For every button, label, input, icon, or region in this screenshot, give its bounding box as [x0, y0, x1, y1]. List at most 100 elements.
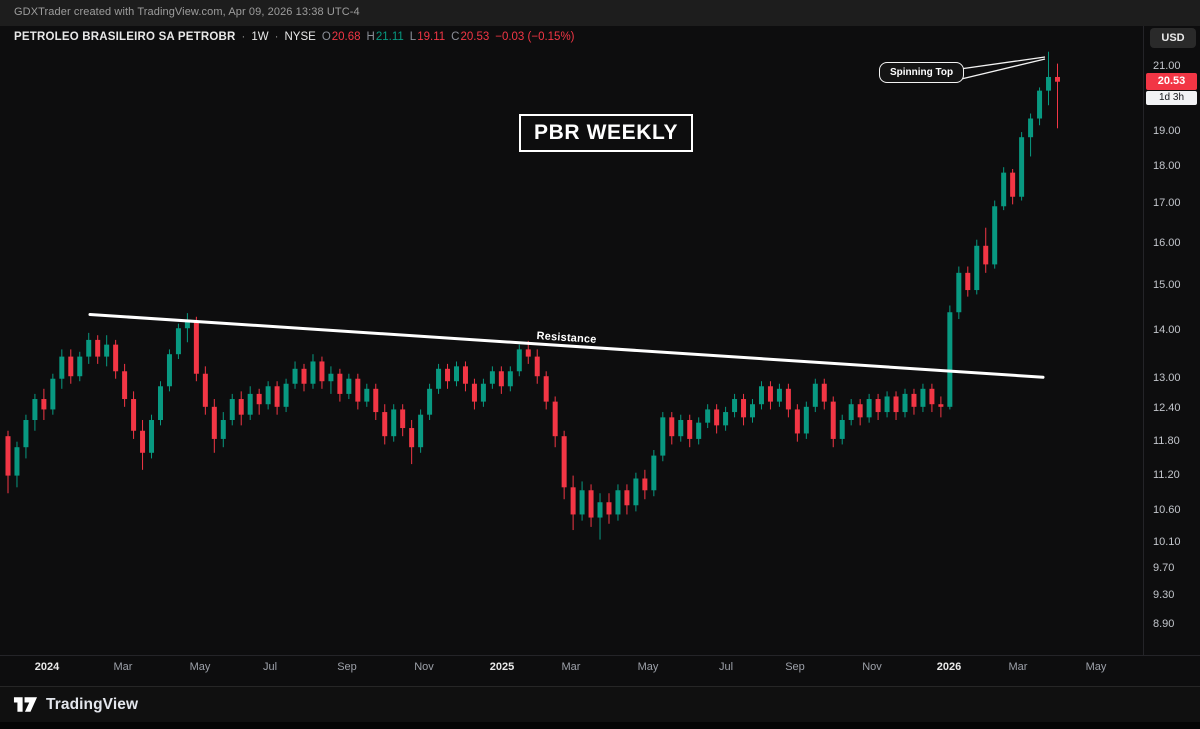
candle	[59, 349, 65, 389]
tradingview-wordmark[interactable]: TradingView	[46, 695, 139, 713]
candle	[283, 378, 289, 413]
candle	[552, 396, 558, 448]
time-tick-label: Nov	[414, 661, 434, 673]
candle	[454, 361, 459, 387]
candle	[579, 481, 585, 521]
candle	[489, 366, 495, 389]
price-tick-label: 19.00	[1153, 125, 1181, 138]
price-tick-label: 16.00	[1153, 236, 1181, 249]
attribution-bar: GDXTrader created with TradingView.com, …	[0, 0, 1200, 26]
resistance-trendline[interactable]	[88, 313, 1045, 379]
candle	[157, 381, 163, 426]
candle	[14, 441, 20, 488]
candle	[714, 404, 720, 434]
spinning-top-callout[interactable]: Spinning Top	[879, 62, 965, 83]
time-tick-label: Mar	[113, 661, 133, 673]
symbol-header: PETROLEO BRASILEIRO SA PETROBR · 1W · NY…	[14, 31, 575, 43]
price-tick-label: 8.90	[1153, 618, 1175, 630]
current-price-label: 20.53	[1146, 72, 1197, 90]
candle	[758, 381, 764, 410]
candle	[86, 332, 92, 364]
time-tick-label: May	[637, 661, 659, 673]
candle	[965, 266, 971, 297]
separator-dot: ·	[274, 31, 279, 43]
candle	[50, 373, 56, 415]
chart-title-watermark[interactable]: PBR WEEKLY	[519, 114, 694, 152]
candle	[678, 414, 684, 442]
candle	[95, 335, 101, 364]
candle	[516, 344, 522, 377]
candle	[265, 381, 271, 410]
candle	[794, 404, 800, 442]
candle	[884, 391, 890, 418]
candle	[902, 388, 908, 418]
candle	[274, 381, 280, 415]
price-tick-label: 11.20	[1153, 468, 1180, 481]
candle	[893, 391, 899, 421]
candle	[920, 383, 926, 413]
candle	[660, 412, 666, 462]
candle	[1037, 87, 1043, 126]
price-tick-label: 21.00	[1153, 60, 1181, 72]
time-tick-label: 2024	[34, 661, 60, 673]
time-tick-label: Sep	[785, 661, 805, 673]
candle	[974, 239, 980, 295]
candle	[588, 484, 594, 527]
candle	[292, 361, 298, 389]
candle	[732, 393, 738, 418]
candle	[705, 404, 711, 429]
candle	[687, 414, 693, 448]
tradingview-logo-icon[interactable]	[13, 694, 38, 716]
candle	[723, 406, 729, 431]
candle	[202, 366, 208, 415]
candle	[1010, 169, 1016, 205]
interval-label[interactable]: 1W	[251, 31, 269, 43]
candle	[310, 354, 316, 389]
candle	[1054, 63, 1060, 129]
candle	[812, 378, 818, 413]
callout-pointer-line	[952, 58, 1046, 82]
candle	[839, 414, 845, 445]
candle	[382, 404, 388, 445]
candle	[149, 414, 155, 459]
candle	[956, 266, 962, 320]
price-tick-label: 17.00	[1153, 197, 1181, 210]
candle	[122, 363, 128, 407]
price-tick-label: 12.40	[1153, 402, 1181, 415]
candle	[803, 401, 809, 439]
ohlc-close: C20.53	[451, 31, 490, 43]
price-tick-label: 18.00	[1153, 160, 1181, 173]
candle	[498, 366, 504, 394]
candle	[238, 391, 244, 426]
attribution-text: GDXTrader created with TradingView.com, …	[14, 6, 360, 18]
time-tick-label: Mar	[561, 661, 581, 673]
candle	[750, 399, 756, 423]
candle	[301, 363, 307, 392]
candle	[983, 227, 989, 273]
candle	[543, 371, 549, 410]
candle	[175, 323, 181, 360]
candle	[938, 396, 944, 418]
candle	[606, 493, 612, 524]
candle	[848, 399, 854, 426]
candle	[597, 493, 603, 540]
candle	[462, 361, 468, 392]
time-scale[interactable]: 2024 Mar May Jul Sep Nov 2025 Mar May Jul Sep Nov 20…	[0, 655, 1200, 687]
price-tick-label: 13.00	[1153, 371, 1181, 384]
separator-dot: ·	[241, 31, 246, 43]
candle	[418, 409, 424, 453]
candle	[193, 316, 199, 382]
candle	[534, 349, 540, 384]
exchange-label[interactable]: NYSE	[284, 31, 316, 43]
price-scale[interactable]: 20.53 1d 3h 21.00 19.00 18.00 17.00 16.00 15.…	[1143, 26, 1200, 655]
price-tick-label: 11.80	[1153, 434, 1180, 447]
symbol-name[interactable]: PETROLEO BRASILEIRO SA PETROBR	[14, 31, 236, 43]
candle	[830, 396, 836, 448]
currency-toggle-button[interactable]: USD	[1150, 28, 1196, 48]
candle	[113, 339, 119, 379]
candle	[651, 449, 657, 497]
candle	[785, 383, 791, 418]
bottom-edge-strip	[0, 722, 1200, 729]
